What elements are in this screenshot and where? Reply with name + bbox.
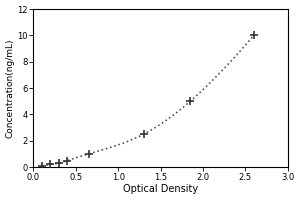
X-axis label: Optical Density: Optical Density (123, 184, 198, 194)
Y-axis label: Concentration(ng/mL): Concentration(ng/mL) (6, 38, 15, 138)
